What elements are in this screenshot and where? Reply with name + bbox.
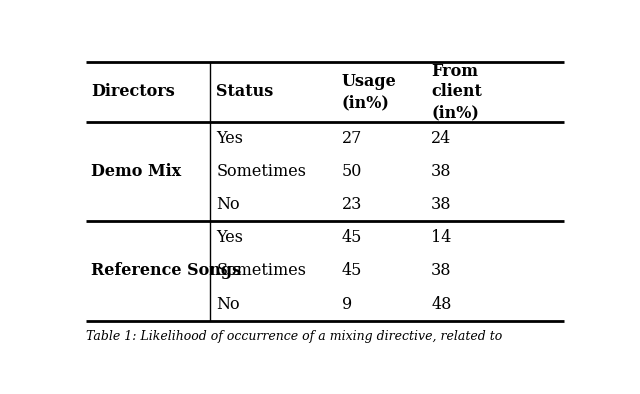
Text: Directors: Directors xyxy=(91,84,175,100)
Text: 38: 38 xyxy=(431,163,452,180)
Text: 9: 9 xyxy=(342,296,352,312)
Text: Table 1: Likelihood of occurrence of a mixing directive, related to: Table 1: Likelihood of occurrence of a m… xyxy=(86,330,502,343)
Text: 38: 38 xyxy=(431,262,452,279)
Text: No: No xyxy=(216,296,240,312)
Text: From
client
(in%): From client (in%) xyxy=(431,63,482,121)
Text: 24: 24 xyxy=(431,130,451,147)
Text: Usage
(in%): Usage (in%) xyxy=(342,73,397,111)
Text: Sometimes: Sometimes xyxy=(216,163,307,180)
Text: Yes: Yes xyxy=(216,130,243,147)
Text: 38: 38 xyxy=(431,196,452,213)
Text: Status: Status xyxy=(216,84,274,100)
Text: No: No xyxy=(216,196,240,213)
Text: 27: 27 xyxy=(342,130,362,147)
Text: Yes: Yes xyxy=(216,229,243,246)
Text: Sometimes: Sometimes xyxy=(216,262,307,279)
Text: 23: 23 xyxy=(342,196,362,213)
Text: 14: 14 xyxy=(431,229,451,246)
Text: 50: 50 xyxy=(342,163,362,180)
Text: Reference Songs: Reference Songs xyxy=(91,262,241,279)
Text: Demo Mix: Demo Mix xyxy=(91,163,181,180)
Text: 48: 48 xyxy=(431,296,451,312)
Text: 45: 45 xyxy=(342,229,362,246)
Text: 45: 45 xyxy=(342,262,362,279)
